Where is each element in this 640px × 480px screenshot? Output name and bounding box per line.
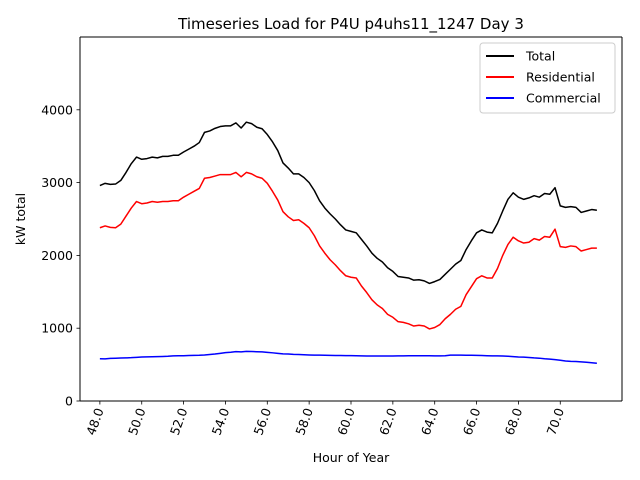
legend-label-total: Total: [525, 49, 555, 64]
y-tick-label: 3000: [41, 175, 73, 190]
legend: Total Residential Commercial: [479, 42, 616, 114]
chart-title: Timeseries Load for P4U p4uhs11_1247 Day…: [177, 15, 524, 34]
y-axis-label: kW total: [13, 193, 28, 245]
series-line-residential: [99, 171, 597, 330]
legend-box: [479, 42, 616, 114]
y-tick-label: 4000: [41, 102, 73, 117]
y-axis-ticks: 0 1000 2000 3000 4000: [41, 102, 80, 409]
y-tick-label: 0: [65, 394, 73, 409]
legend-label-residential: Residential: [526, 70, 595, 85]
series-line-commercial: [99, 350, 597, 365]
y-tick-label: 1000: [41, 321, 73, 336]
x-axis-label: Hour of Year: [313, 450, 390, 465]
series-line-total: [99, 121, 597, 285]
y-tick-label: 2000: [41, 248, 73, 263]
series-group: [99, 121, 597, 365]
legend-label-commercial: Commercial: [526, 91, 601, 106]
